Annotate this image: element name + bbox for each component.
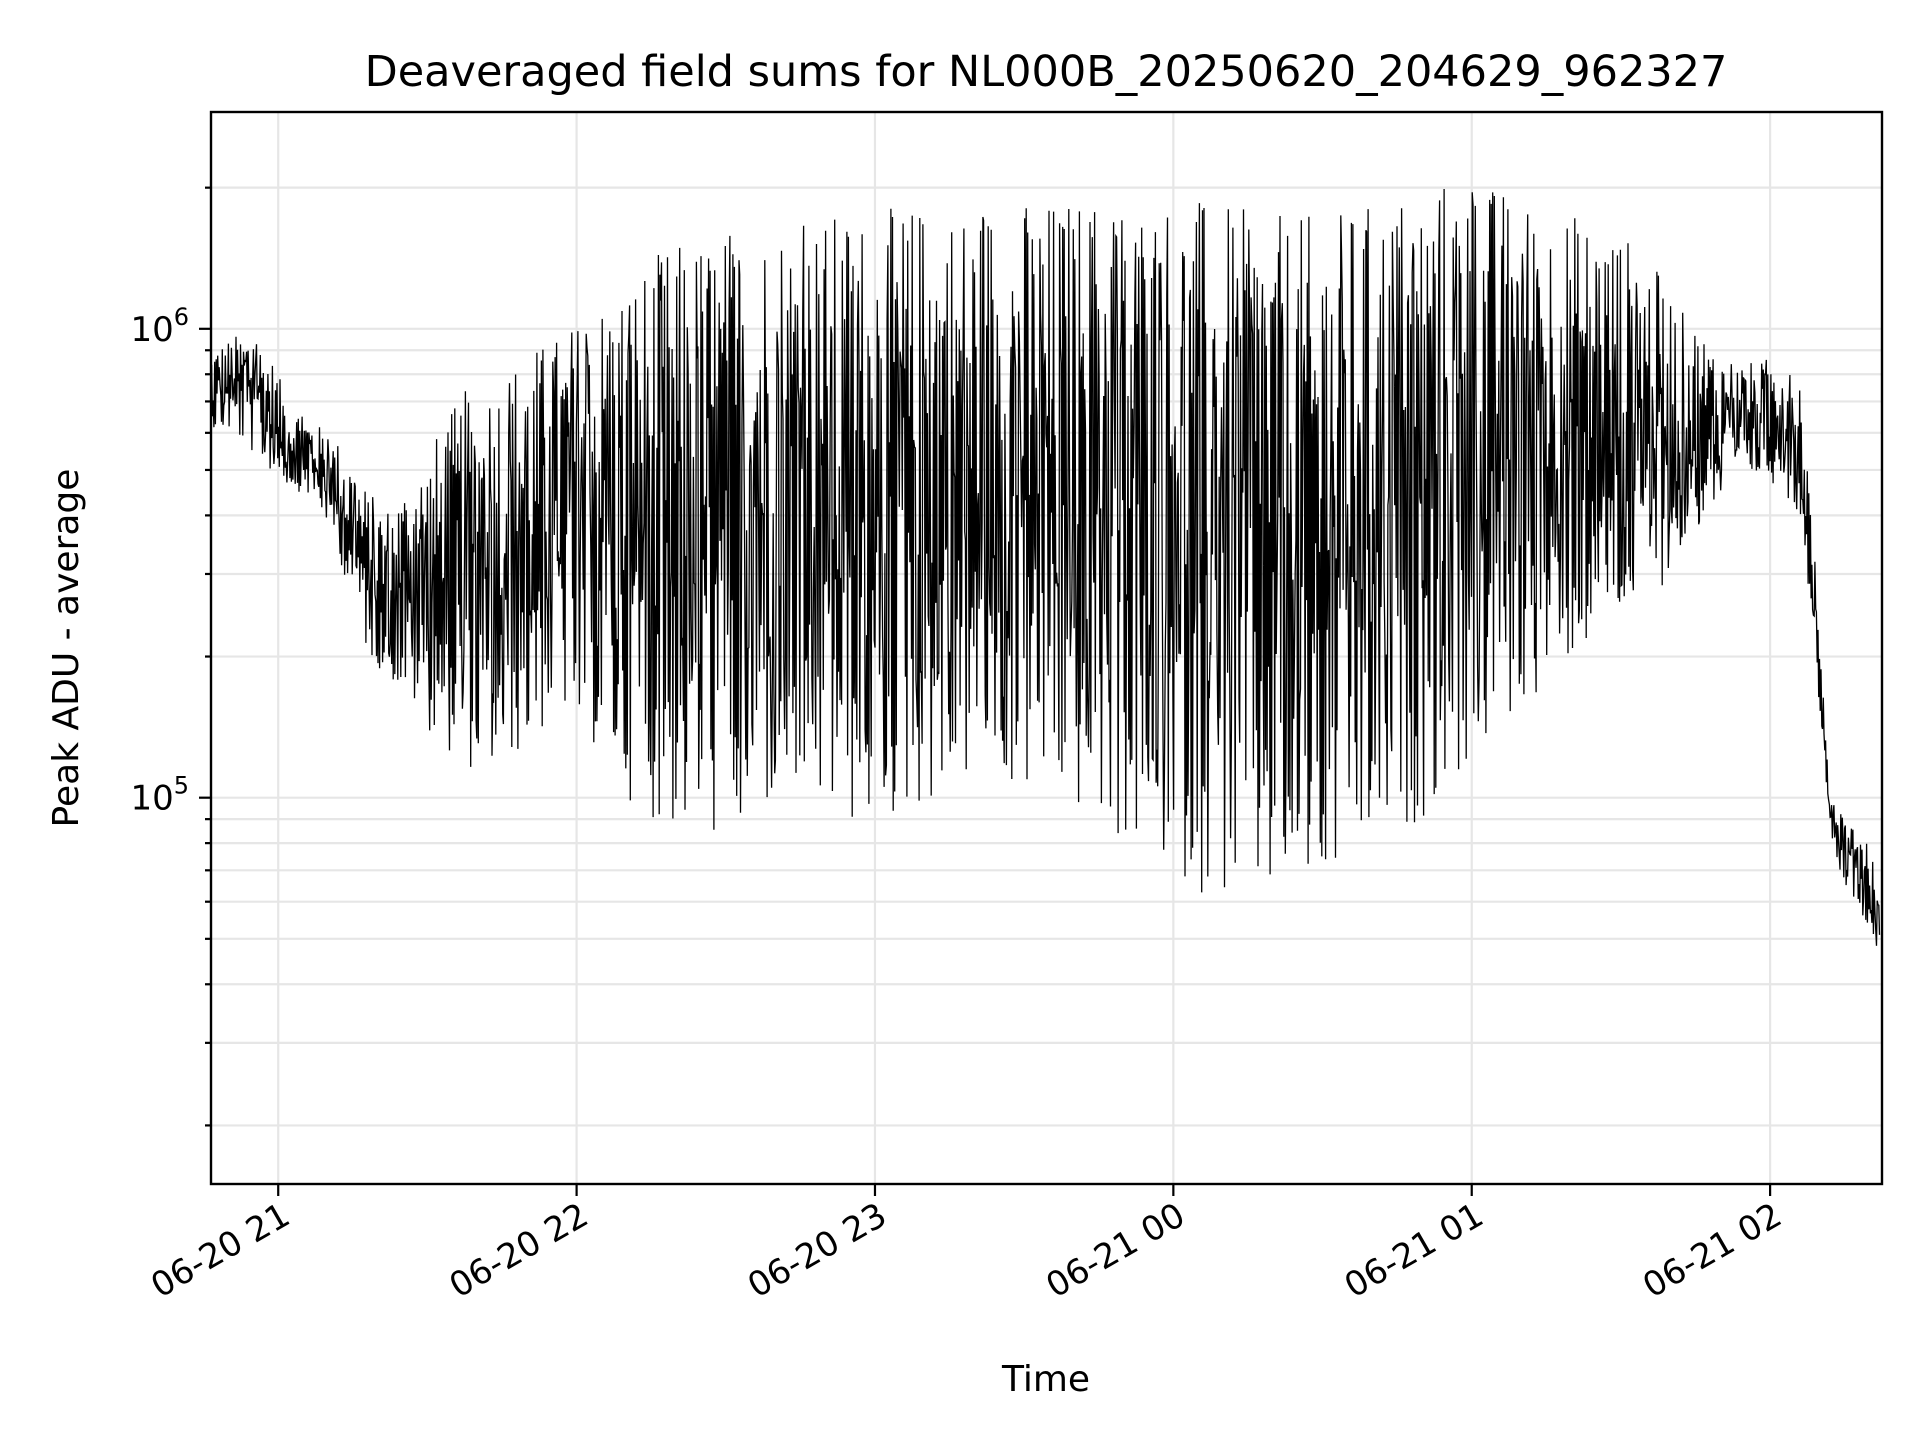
y-axis: 105 106 xyxy=(130,186,211,1127)
x-tick-label: 06-21 00 xyxy=(1039,1195,1191,1306)
x-axis-label: Time xyxy=(1001,1359,1090,1400)
x-axis: 06-20 21 06-20 22 06-20 23 06-21 00 06-21 01… xyxy=(144,1184,1789,1306)
series-line xyxy=(211,188,1881,946)
y-tick-label: 105 xyxy=(130,772,189,819)
x-tick-label: 06-20 22 xyxy=(443,1195,595,1306)
x-tick-label: 06-21 02 xyxy=(1636,1195,1788,1306)
x-tick-label: 06-21 01 xyxy=(1338,1195,1490,1306)
chart-title: Deaveraged field sums for NL000B_2025062… xyxy=(365,47,1728,97)
x-tick-label: 06-20 21 xyxy=(144,1195,296,1306)
y-tick-label: 106 xyxy=(130,303,189,350)
x-tick-label: 06-20 23 xyxy=(741,1195,893,1306)
plot-frame xyxy=(209,110,1884,1186)
y-axis-label: Peak ADU - average xyxy=(46,469,87,828)
grid xyxy=(211,112,1882,1184)
